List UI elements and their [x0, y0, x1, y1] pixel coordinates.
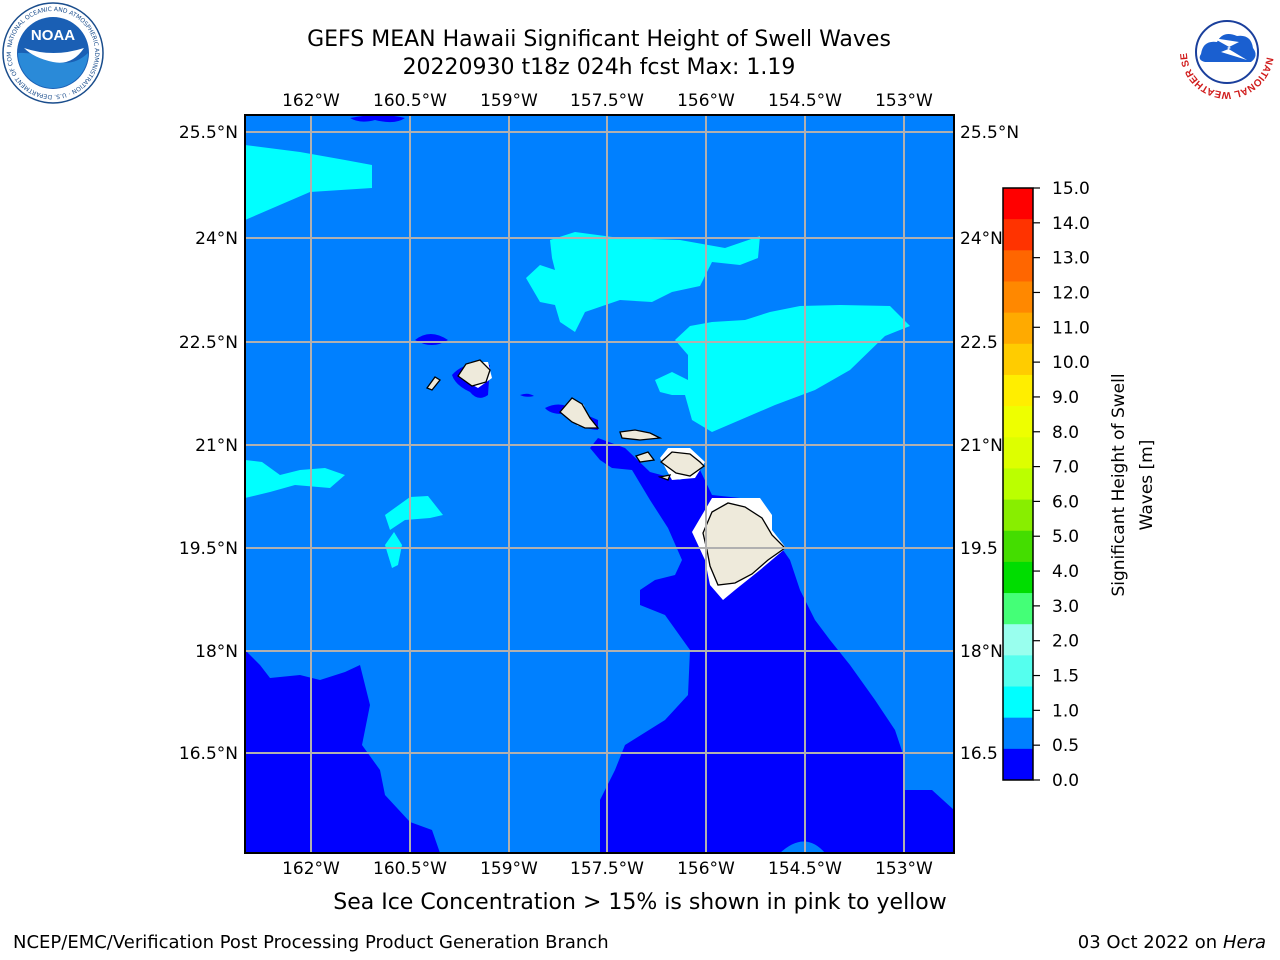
lat-label-left: 19.5°N: [179, 539, 238, 559]
colorbar-tick-label: 2.0: [1052, 632, 1079, 652]
lat-label-left: 24°N: [195, 229, 238, 249]
colorbar-swatches: [1003, 188, 1033, 781]
colorbar-tick-label: 11.0: [1052, 318, 1090, 338]
colorbar-swatch: [1003, 250, 1033, 282]
lon-label-bottom: 156°W: [677, 859, 735, 879]
lat-label-left: 22.5°N: [179, 333, 238, 353]
lon-label-bottom: 154.5°W: [768, 859, 842, 879]
lon-label-bottom: 157.5°W: [570, 859, 644, 879]
colorbar-swatch: [1003, 343, 1033, 376]
colorbar-swatch: [1003, 374, 1033, 407]
colorbar-tick-label: 0.0: [1052, 771, 1079, 791]
map-plot-area: [245, 115, 954, 853]
colorbar-tick-label: 3.0: [1052, 597, 1079, 617]
colorbar-ticks: 15.0 14.0 13.0 12.0 11.0 10.0 9.0 8.0 7.0 6.0 5.0 4…: [1033, 179, 1090, 791]
lon-label-top: 159°W: [480, 91, 538, 111]
lon-label-bottom: 162°W: [282, 859, 340, 879]
colorbar-tick-label: 10.0: [1052, 353, 1090, 373]
swell-1-0-1-5-regions: [245, 145, 910, 568]
island-molokai: [619, 429, 663, 441]
colorbar-tick-label: 8.0: [1052, 423, 1079, 443]
colorbar-swatch: [1003, 561, 1033, 594]
colorbar-swatch: [1003, 624, 1033, 656]
island-hawaii: [702, 502, 787, 586]
lat-label-right: 25.5°N: [960, 123, 1019, 143]
lat-label-left: 18°N: [195, 642, 238, 662]
colorbar-tick-label: 9.0: [1052, 388, 1079, 408]
swell-0-0-5-regions: [245, 115, 954, 853]
map-frame: [244, 114, 955, 854]
lat-label-left: 21°N: [195, 436, 238, 456]
colorbar-tick-label: 4.0: [1052, 562, 1079, 582]
colorbar-swatch: [1003, 717, 1033, 750]
lat-label-right: 18°N: [960, 642, 1003, 662]
lon-label-bottom: 160.5°W: [373, 859, 447, 879]
lon-label-top: 153°W: [875, 91, 933, 111]
lon-label-top: 154.5°W: [768, 91, 842, 111]
colorbar-label-line2: Waves [m]: [1137, 440, 1157, 531]
colorbar-swatch: [1003, 281, 1033, 314]
colorbar-swatch: [1003, 468, 1033, 501]
colorbar-swatch: [1003, 188, 1033, 220]
lon-label-top: 156°W: [677, 91, 735, 111]
colorbar-tick-label: 1.5: [1052, 667, 1079, 687]
colorbar-tick-label: 6.0: [1052, 492, 1079, 512]
footer-date-text: 03 Oct 2022 on: [1077, 932, 1218, 953]
sea-ice-note: Sea Ice Concentration > 15% is shown in …: [0, 890, 1280, 915]
colorbar-label-line1: Significant Height of Swell: [1109, 373, 1129, 596]
colorbar-frame: [1002, 187, 1034, 781]
footer-host: Hera: [1222, 932, 1266, 953]
colorbar-tick-label: 0.5: [1052, 736, 1079, 756]
island-lanai: [634, 451, 656, 463]
lon-label-top: 157.5°W: [570, 91, 644, 111]
footer-date: 03 Oct 2022 on Hera: [1078, 932, 1266, 953]
lat-label-left: 25.5°N: [179, 123, 238, 143]
colorbar-tick-label: 1.0: [1052, 701, 1079, 721]
colorbar-tick-label: 15.0: [1052, 179, 1090, 199]
colorbar-swatch: [1003, 437, 1033, 469]
island-niihau: [425, 376, 441, 391]
noaa-logo: NOAA NATIONAL OCEANIC AND ATMOSPHERIC AD…: [2, 2, 104, 104]
sea-ice-note-text: Sea Ice Concentration > 15% is shown in …: [333, 890, 947, 915]
colorbar-swatch: [1003, 312, 1033, 345]
colorbar-tick-label: 7.0: [1052, 458, 1079, 478]
footer-branch: NCEP/EMC/Verification Post Processing Pr…: [13, 932, 609, 953]
colorbar-swatch: [1003, 499, 1033, 532]
colorbar-tick-label: 13.0: [1052, 249, 1090, 269]
map-axis-labels: 162°W 162°W 160.5°W 160.5°W 159°W 159°W 157.5°…: [179, 91, 1019, 879]
island-oahu: [559, 397, 600, 429]
lat-label-left: 16.5°N: [179, 744, 238, 764]
lat-label-right: 16.5: [960, 744, 998, 764]
lat-label-right: 24°N: [960, 229, 1003, 249]
nws-logo: NATIONAL WEATHER SERVICE: [1177, 2, 1275, 100]
colorbar-swatch: [1003, 530, 1033, 563]
noaa-logo-text: NOAA: [31, 27, 75, 44]
lon-label-top: 160.5°W: [373, 91, 447, 111]
lon-label-top: 162°W: [282, 91, 340, 111]
map-subtitle-forecast: 20220930 t18z 024h fcst Max: 1.19: [402, 55, 796, 80]
colorbar-swatch: [1003, 655, 1033, 688]
map-title: GEFS MEAN Hawaii Significant Height of S…: [307, 27, 891, 52]
colorbar-tick-label: 12.0: [1052, 283, 1090, 303]
lat-label-right: 21°N: [960, 436, 1003, 456]
colorbar-swatch: [1003, 406, 1033, 438]
lat-label-right: 19.5: [960, 539, 998, 559]
colorbar-swatch: [1003, 219, 1033, 251]
lat-label-right: 22.5: [960, 333, 998, 353]
island-kahoolawe: [657, 474, 672, 481]
island-kauai: [457, 359, 491, 387]
colorbar-swatch: [1003, 686, 1033, 719]
colorbar-tick-label: 5.0: [1052, 527, 1079, 547]
lon-label-bottom: 153°W: [875, 859, 933, 879]
island-maui: [659, 451, 706, 477]
colorbar-tick-label: 14.0: [1052, 214, 1090, 234]
lon-label-bottom: 159°W: [480, 859, 538, 879]
islands: [425, 359, 787, 586]
colorbar-swatch: [1003, 748, 1033, 781]
map-gridlines: [245, 115, 954, 853]
colorbar-swatch: [1003, 593, 1033, 625]
